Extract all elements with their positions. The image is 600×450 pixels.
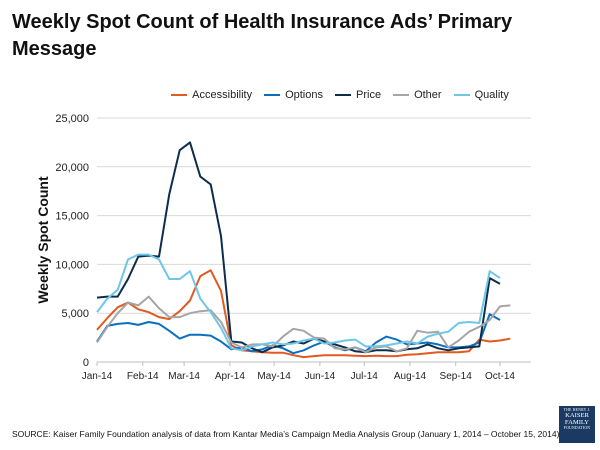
- series-line-quality: [96, 253, 501, 352]
- logo-main-kaiser: KAISER: [565, 412, 589, 419]
- chart-title: Weekly Spot Count of Health Insurance Ad…: [12, 11, 513, 60]
- legend-swatch-options: [264, 94, 281, 96]
- x-tick-label: Jun-14: [305, 371, 336, 382]
- logo-sub: FOUNDATION: [563, 426, 591, 430]
- x-tick-label: Mar-14: [168, 371, 200, 382]
- legend-label-accessibility: Accessibility: [192, 89, 253, 101]
- x-tick-label: May-14: [257, 371, 291, 382]
- series-line-other: [96, 295, 511, 354]
- source-note: SOURCE: Kaiser Family Foundation analysi…: [12, 429, 560, 439]
- legend-label-price: Price: [356, 89, 382, 101]
- y-tick-label: 25,000: [55, 113, 89, 125]
- x-tick-label: Oct-14: [485, 371, 515, 382]
- x-tick-label: Sep-14: [440, 371, 473, 382]
- legend-label-other: Other: [414, 89, 442, 101]
- x-tick-label: Aug-14: [394, 371, 427, 382]
- series-line-options: [96, 313, 501, 355]
- y-tick-label: 5,000: [61, 308, 89, 320]
- legend-item-price: Price: [335, 89, 381, 101]
- legend-label-quality: Quality: [474, 89, 509, 101]
- legend-item-accessibility: Accessibility: [171, 89, 252, 101]
- legend-swatch-accessibility: [171, 94, 188, 96]
- y-tick-label: 20,000: [55, 162, 89, 174]
- x-tick-label: Jan-14: [82, 371, 113, 382]
- y-axis-label: Weekly Spot Count: [35, 176, 51, 304]
- y-tick-label: 10,000: [55, 259, 89, 271]
- kff-logo: THE HENRY J. KAISER FAMILY FOUNDATION: [559, 406, 595, 443]
- x-tick-label: Feb-14: [127, 371, 159, 382]
- legend-item-options: Options: [264, 89, 323, 101]
- x-tick-label: Jul-14: [351, 371, 379, 382]
- y-tick-label: 15,000: [55, 211, 89, 223]
- legend-item-quality: Quality: [453, 89, 509, 101]
- series-line-price: [96, 141, 501, 354]
- legend: Accessibility Options Price Other Qualit…: [100, 89, 580, 101]
- legend-swatch-price: [335, 94, 351, 96]
- legend-label-options: Options: [285, 89, 323, 101]
- legend-swatch-other: [393, 94, 410, 96]
- x-tick-label: Apr-14: [215, 371, 245, 382]
- logo-main-family: FAMILY: [564, 419, 590, 426]
- series-line-accessibility: [96, 269, 511, 359]
- legend-item-other: Other: [393, 89, 442, 101]
- y-tick-label: 0: [83, 357, 89, 369]
- logo-pre: THE HENRY J.: [563, 408, 591, 412]
- legend-swatch-quality: [453, 94, 470, 96]
